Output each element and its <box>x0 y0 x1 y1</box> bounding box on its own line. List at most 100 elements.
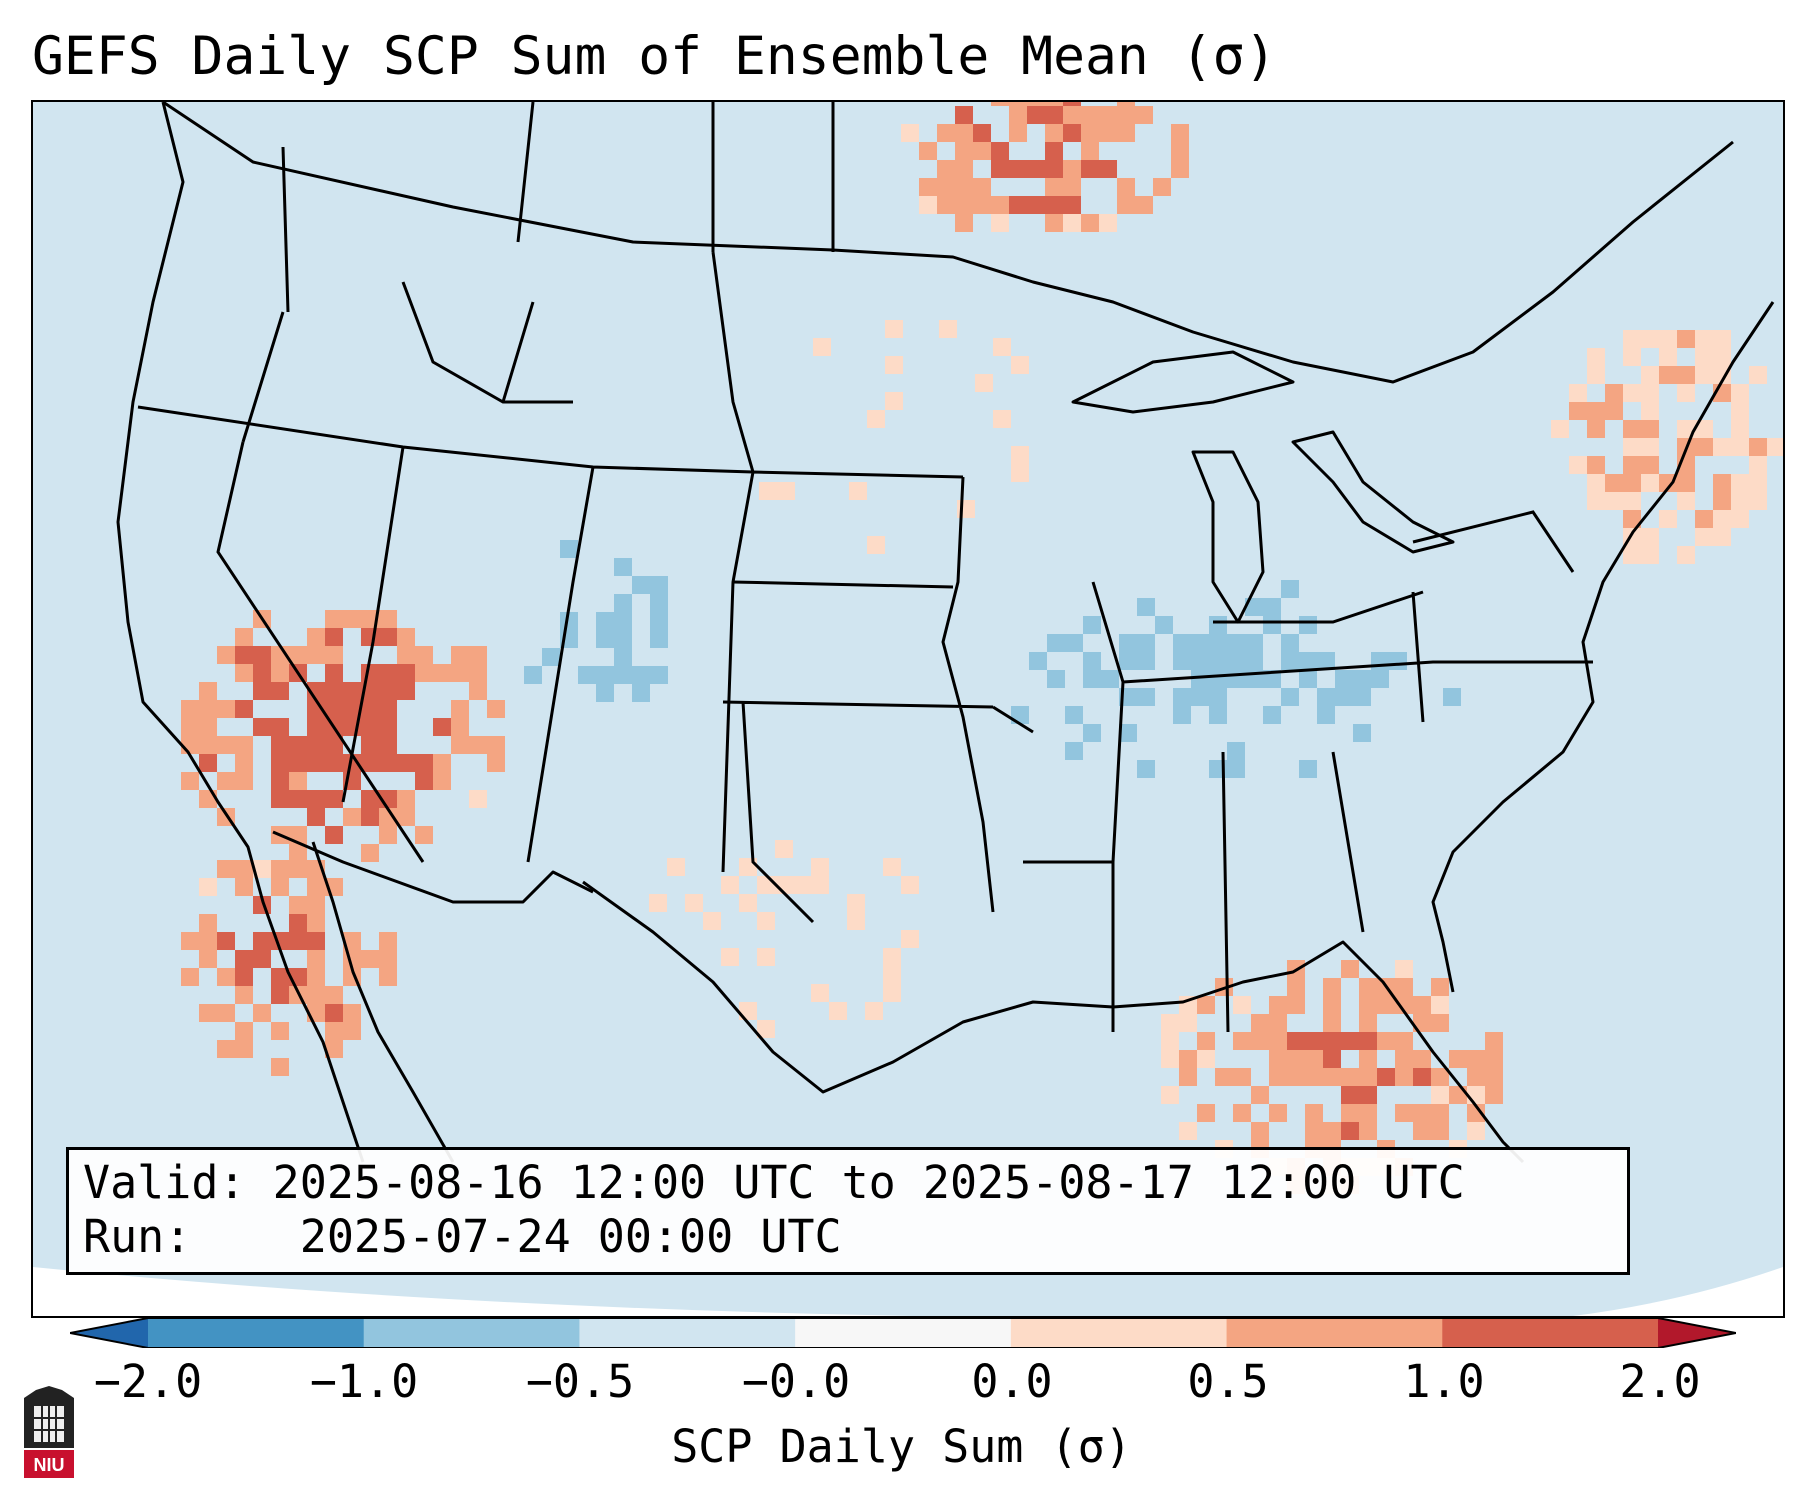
heat-cell <box>1335 670 1353 688</box>
heat-cell <box>1323 1014 1341 1032</box>
heat-cell <box>1065 634 1083 652</box>
heat-cell <box>199 736 217 754</box>
heat-cell <box>1009 196 1027 214</box>
heat-cell <box>955 178 973 196</box>
heat-cell <box>578 576 596 594</box>
heat-cell <box>343 754 361 772</box>
heat-cell <box>524 666 542 684</box>
heat-cell <box>1377 1032 1395 1050</box>
heat-cell <box>1173 688 1191 706</box>
heat-cell <box>813 482 831 500</box>
heat-cell <box>1353 670 1371 688</box>
heat-cell <box>1695 438 1713 456</box>
heat-cell <box>1359 1086 1377 1104</box>
heat-cell <box>1395 960 1413 978</box>
heat-cell <box>1065 670 1083 688</box>
heat-cell <box>1641 384 1659 402</box>
heat-cell <box>721 912 739 930</box>
heat-cell <box>1191 652 1209 670</box>
heat-cell <box>1299 616 1317 634</box>
heat-cell <box>199 878 217 896</box>
heat-cell <box>307 628 325 646</box>
heat-cell <box>1431 978 1449 996</box>
heat-cell <box>650 648 668 666</box>
heat-cell <box>1449 1086 1467 1104</box>
heat-cell <box>1425 724 1443 742</box>
heat-cell <box>1173 598 1191 616</box>
heat-cell <box>955 106 973 124</box>
heat-cell <box>795 410 813 428</box>
heat-cell <box>793 912 811 930</box>
heat-cell <box>379 718 397 736</box>
valid-run-infobox: Valid: 2025-08-16 12:00 UTC to 2025-08-1… <box>66 1147 1630 1275</box>
heat-cell <box>903 374 921 392</box>
heat-cell <box>831 428 849 446</box>
heat-cell <box>1135 196 1153 214</box>
heat-cell <box>1281 688 1299 706</box>
heat-cell <box>199 914 217 932</box>
heat-cell <box>1047 724 1065 742</box>
colorbar-extend-low <box>70 1318 148 1348</box>
heat-cell <box>1281 652 1299 670</box>
heat-cell <box>1171 160 1189 178</box>
heat-cell <box>813 518 831 536</box>
heat-cell <box>1731 384 1749 402</box>
heat-cell <box>1245 778 1263 796</box>
heat-cell <box>867 374 885 392</box>
heat-cell <box>1341 960 1359 978</box>
heat-cell <box>795 482 813 500</box>
heat-cell <box>289 754 307 772</box>
heat-cell <box>1029 688 1047 706</box>
heat-cell <box>867 482 885 500</box>
heat-cell <box>704 666 722 684</box>
heat-cell <box>1623 438 1641 456</box>
heat-cell <box>1695 528 1713 546</box>
heat-cell <box>993 410 1011 428</box>
valid-value: 2025-08-16 12:00 UTC to 2025-08-17 12:00… <box>272 1156 1465 1209</box>
heat-cell <box>235 986 253 1004</box>
heat-cell <box>1605 384 1623 402</box>
heat-cell <box>289 646 307 664</box>
heat-cell <box>1695 510 1713 528</box>
heat-cell <box>253 664 271 682</box>
heat-cell <box>487 736 505 754</box>
heat-cell <box>775 894 793 912</box>
heat-cell <box>397 664 415 682</box>
heat-cell <box>1101 598 1119 616</box>
heat-cell <box>685 876 703 894</box>
heat-cell <box>1623 420 1641 438</box>
heat-cell <box>831 374 849 392</box>
heat-cell <box>1287 1050 1305 1068</box>
heat-cell <box>775 1002 793 1020</box>
heat-cell <box>1191 724 1209 742</box>
heat-cell <box>1197 996 1215 1014</box>
heat-cell <box>415 646 433 664</box>
heat-cell <box>1263 598 1281 616</box>
heat-cell <box>1191 634 1209 652</box>
heat-cell <box>1011 356 1029 374</box>
heat-cell <box>632 684 650 702</box>
heat-cell <box>1047 616 1065 634</box>
heat-cell <box>704 576 722 594</box>
heat-cell <box>1029 616 1047 634</box>
heat-cell <box>686 648 704 666</box>
heat-cell <box>361 790 379 808</box>
heat-cell <box>1029 464 1047 482</box>
heat-cell <box>1281 580 1299 598</box>
heat-cell <box>1359 978 1377 996</box>
heat-cell <box>271 682 289 700</box>
colorbar-segment <box>579 1318 796 1348</box>
heat-cell <box>921 500 939 518</box>
heat-cell <box>632 576 650 594</box>
heat-cell <box>1677 420 1695 438</box>
heat-cell <box>1155 760 1173 778</box>
heat-cell <box>1749 492 1767 510</box>
heat-cell <box>1027 196 1045 214</box>
heat-cell <box>813 428 831 446</box>
heat-cell <box>1045 196 1063 214</box>
map-panel <box>31 100 1785 1318</box>
heat-cell <box>1011 392 1029 410</box>
colorbar-segment <box>795 1318 1012 1348</box>
heat-cell <box>1011 464 1029 482</box>
colorbar-tick-label: −0.5 <box>525 1355 635 1408</box>
